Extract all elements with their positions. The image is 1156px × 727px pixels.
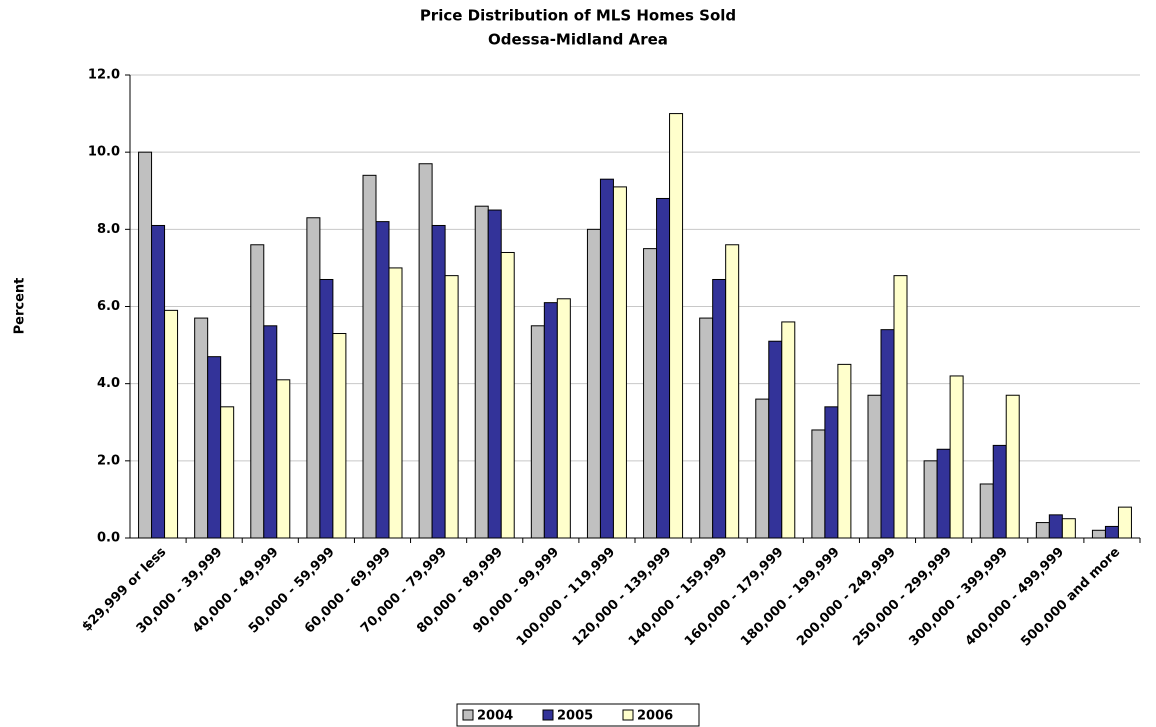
- bar: [543, 302, 558, 539]
- bar: [500, 251, 515, 539]
- bar: [699, 317, 714, 539]
- bar: [725, 244, 740, 539]
- y-tick-label: 12.0: [88, 68, 120, 83]
- bar: [811, 429, 826, 539]
- x-tick-label: 120,000 - 139,999: [570, 545, 675, 650]
- bar: [781, 321, 796, 539]
- legend-swatch: [542, 709, 554, 721]
- x-tick-label: 400,000 - 499,999: [963, 545, 1068, 650]
- bar: [319, 278, 334, 539]
- bar: [669, 113, 684, 539]
- bar: [949, 375, 964, 539]
- bar: [530, 325, 545, 539]
- x-tick-label: 160,000 - 179,999: [682, 545, 787, 650]
- bar: [556, 298, 571, 539]
- bar: [1104, 525, 1119, 539]
- legend-label: 2006: [637, 709, 673, 724]
- legend-label: 2004: [477, 709, 513, 724]
- bar: [1048, 514, 1063, 539]
- bar: [388, 267, 403, 539]
- bar: [487, 209, 502, 539]
- bar: [1005, 394, 1020, 539]
- x-tick-label: 140,000 - 159,999: [626, 545, 731, 650]
- bar: [362, 174, 377, 539]
- x-tick-label: 100,000 - 119,999: [514, 545, 619, 650]
- x-tick-label: 200,000 - 249,999: [794, 545, 899, 650]
- bar: [923, 460, 938, 539]
- y-tick-label: 10.0: [88, 145, 120, 160]
- bar: [207, 356, 222, 539]
- bar: [138, 151, 153, 539]
- y-tick-label: 4.0: [97, 376, 120, 391]
- y-tick-label: 0.0: [97, 531, 120, 546]
- legend-box: [456, 703, 700, 727]
- bar: [643, 248, 658, 539]
- y-tick-label: 8.0: [97, 222, 120, 237]
- bar: [768, 340, 783, 539]
- bar: [837, 363, 852, 539]
- x-tick-label: 180,000 - 199,999: [738, 545, 843, 650]
- bar: [263, 325, 278, 539]
- legend-label: 2005: [557, 709, 593, 724]
- chart-title: Price Distribution of MLS Homes Sold: [420, 7, 736, 25]
- y-tick-label: 6.0: [97, 299, 120, 314]
- bar: [151, 224, 166, 539]
- bar: [474, 205, 489, 539]
- legend-swatch: [622, 709, 634, 721]
- x-tick-label: 300,000 - 399,999: [906, 545, 1011, 650]
- bar: [1117, 506, 1132, 539]
- legend-swatch: [462, 709, 474, 721]
- bar: [612, 186, 627, 539]
- bar: [276, 379, 291, 539]
- bar: [250, 244, 265, 539]
- bar: [418, 163, 433, 539]
- bar: [586, 228, 601, 539]
- bar: [936, 448, 951, 539]
- bar: [375, 221, 390, 539]
- bar: [220, 406, 235, 539]
- bar: [880, 329, 895, 539]
- bar: [194, 317, 209, 539]
- bar: [1061, 518, 1076, 539]
- bar: [824, 406, 839, 539]
- bar: [306, 217, 321, 539]
- bar: [332, 333, 347, 539]
- bar: [867, 394, 882, 539]
- bar: [164, 309, 179, 539]
- bar: [444, 275, 459, 539]
- y-tick-label: 2.0: [97, 453, 120, 468]
- x-tick-label: 500,000 and more: [1018, 545, 1123, 650]
- bar: [712, 278, 727, 539]
- bar: [755, 398, 770, 539]
- bar: [992, 444, 1007, 539]
- y-axis-label: Percent: [13, 278, 28, 335]
- bar: [893, 275, 908, 539]
- bar: [431, 224, 446, 539]
- bar: [1035, 522, 1050, 539]
- bar: [599, 178, 614, 539]
- x-tick-label: 250,000 - 299,999: [850, 545, 955, 650]
- bar: [979, 483, 994, 539]
- chart-subtitle: Odessa-Midland Area: [488, 31, 668, 49]
- bar: [656, 197, 671, 539]
- bar: [1091, 529, 1106, 539]
